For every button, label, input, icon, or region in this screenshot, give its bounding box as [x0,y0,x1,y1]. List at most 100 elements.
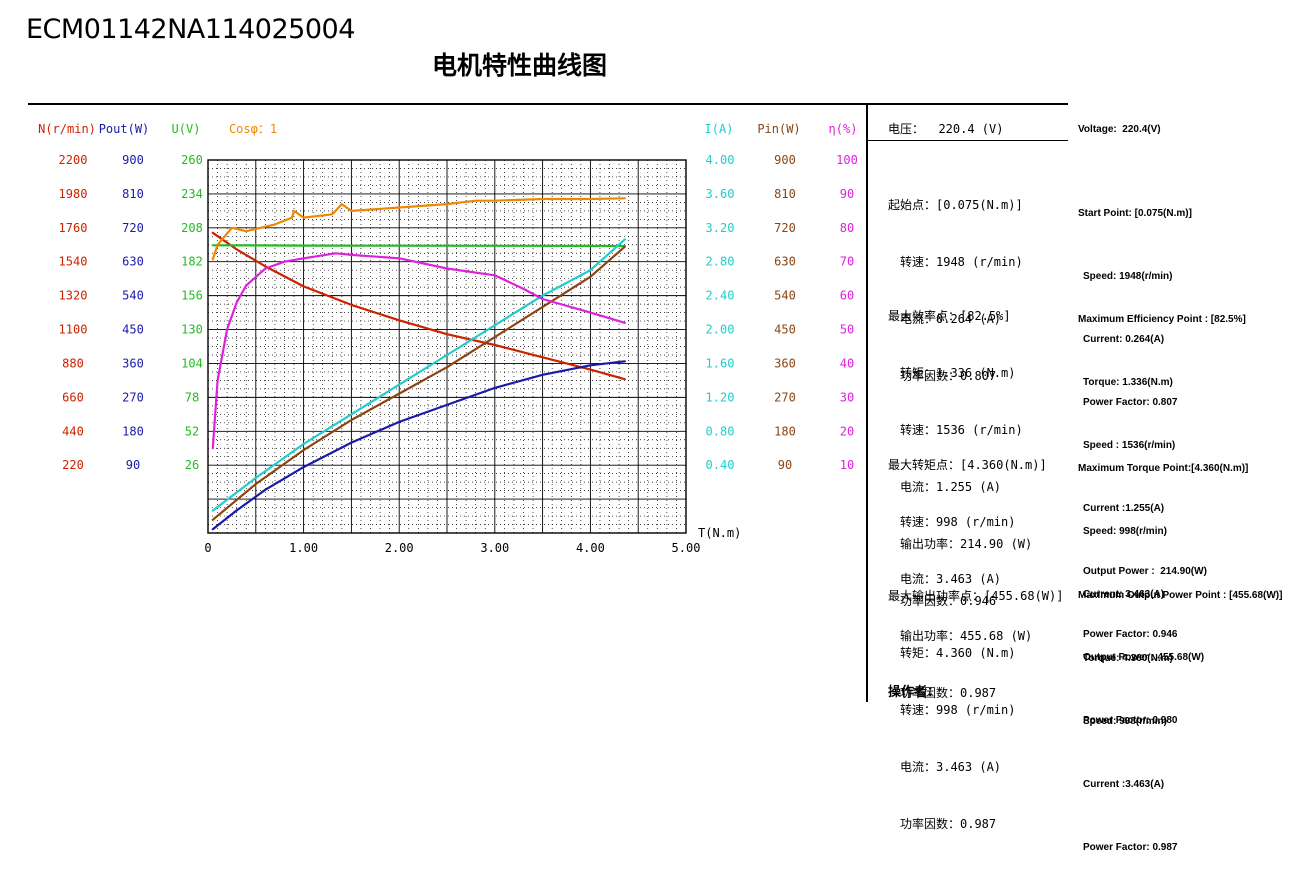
start-point-power-factor-en: Power Factor: 0.807 [1083,397,1178,408]
max-power-block-en: Maximum Output Power Point : [455.68(W)]… [1078,543,1282,879]
axis-label-voltage: U(V) [172,122,201,136]
tick-speed: 1540 [59,255,88,269]
axis-label-speed: N(r/min) [38,122,96,136]
model-number: ECM01142NA114025004 [26,14,355,45]
start-point-block-en: Start Point: [0.075(N.m)] Speed: 1948(r/… [1078,161,1192,434]
tick-voltage: 208 [181,221,203,235]
max-efficiency-heading: 最大效率点：[82.5%] [888,309,1011,323]
x-tick-label: 3.00 [480,541,509,555]
series-line-pout [211,360,626,531]
tick-pout: 810 [122,187,144,201]
max-power-speed-en: Speed: 998(r/min) [1083,716,1167,727]
tick-pout: 270 [122,390,144,404]
axis-label-pout: Pout(W) [99,122,150,136]
start-point-block-cn: 起始点：[0.075(N.m)] 转速：1948 (r/min) 电流：0.26… [888,158,1023,405]
tick-voltage: 52 [185,424,199,438]
tick-voltage: 78 [185,390,199,404]
tick-efficiency: 50 [840,323,854,337]
tick-voltage: 104 [181,356,203,370]
start-point-speed: 转速：1948 (r/min) [900,255,1023,269]
tick-speed: 2200 [59,153,88,167]
tick-efficiency: 40 [840,356,854,370]
max-power-power-factor: 功率因数：0.987 [900,817,997,831]
tick-speed: 220 [62,458,84,472]
axis-label-pin: Pin(W) [757,122,800,136]
tick-current: 0.40 [706,458,735,472]
tick-speed: 440 [62,424,84,438]
tick-pin: 450 [774,323,796,337]
series-line-speed [211,231,626,381]
tick-pout: 900 [122,153,144,167]
max-torque-block-en: Maximum Torque Point:[4.360(N.m)] Speed:… [1078,416,1248,752]
max-power-power-factor-en: Power Factor: 0.987 [1083,842,1178,853]
series-line-pin [211,245,626,521]
max-torque-block-cn: 最大转矩点：[4.360(N.m)] 转速：998 (r/min) 电流：3.4… [888,418,1047,722]
tick-voltage: 156 [181,289,203,303]
tick-efficiency: 100 [836,153,858,167]
series-line-cosphi [211,197,626,261]
tick-speed: 1760 [59,221,88,235]
tick-pin: 360 [774,356,796,370]
max-power-speed: 转速：998 (r/min) [900,703,1016,717]
max-efficiency-heading-en: Maximum Efficiency Point : [82.5%] [1078,314,1246,325]
tick-current: 0.80 [706,424,735,438]
tick-voltage: 260 [181,153,203,167]
tick-efficiency: 20 [840,424,854,438]
tick-current: 1.60 [706,356,735,370]
series-line-efficiency [211,252,626,450]
tick-current: 3.60 [706,187,735,201]
tick-current: 1.20 [706,390,735,404]
tick-pin: 90 [778,458,792,472]
tick-pout: 360 [122,356,144,370]
tick-pin: 270 [774,390,796,404]
max-power-torque-en: Torque: 4.360(N.m) [1083,653,1173,664]
tick-voltage: 130 [181,323,203,337]
tick-voltage: 26 [185,458,199,472]
tick-current: 4.00 [706,153,735,167]
start-point-power-factor: 功率因数：0.807 [900,369,997,383]
max-power-block-cn: 最大输出功率点：[455.68(W)] 转矩：4.360 (N.m) 转速：99… [888,549,1063,853]
max-efficiency-output-power-en: Output Power : 214.90(W) [1083,566,1207,577]
max-torque-heading: 最大转矩点：[4.360(N.m)] [888,458,1047,472]
max-torque-current-en: Current: 3.463(A) [1083,589,1165,600]
top-divider [28,103,1068,105]
tick-voltage: 234 [181,187,203,201]
tick-efficiency: 30 [840,390,854,404]
tick-efficiency: 80 [840,221,854,235]
tick-pin: 720 [774,221,796,235]
tick-current: 2.40 [706,289,735,303]
tick-efficiency: 70 [840,255,854,269]
max-torque-output-power: 输出功率：455.68 (W) [900,629,1033,643]
tick-current: 2.80 [706,255,735,269]
vertical-divider [866,104,868,702]
max-efficiency-current-en: Current :1.255(A) [1083,503,1165,514]
max-efficiency-power-factor-en: Power Factor: 0.946 [1083,629,1178,640]
series-line-current [211,238,626,512]
x-tick-label: 2.00 [385,541,414,555]
start-point-speed-en: Speed: 1948(r/min) [1083,271,1173,282]
max-efficiency-torque: 转矩：1.336 (N.m) [900,366,1016,380]
x-tick-label: 0 [204,541,211,555]
tick-pout: 450 [122,323,144,337]
tick-voltage: 182 [181,255,203,269]
max-power-current: 电流：3.463 (A) [900,760,1002,774]
max-torque-heading-en: Maximum Torque Point:[4.360(N.m)] [1078,463,1249,474]
tick-pin: 540 [774,289,796,303]
tick-pin: 630 [774,255,796,269]
chart-grid [207,159,687,534]
tick-current: 3.20 [706,221,735,235]
chart-axes: 0 1.00 2.00 3.00 4.00 5.00T(N.m) N(r/min) 2200 1… [38,122,858,555]
tick-efficiency: 10 [840,458,854,472]
max-efficiency-torque-en: Torque: 1.336(N.m) [1083,377,1173,388]
operator-label: 操作者： [888,685,941,700]
axis-label-efficiency: η(%) [829,122,858,136]
max-torque-speed: 转速：998 (r/min) [900,515,1016,529]
page-title: 电机特性曲线图 [432,51,608,80]
tick-pout: 180 [122,424,144,438]
max-torque-power-factor-en: Power Factor: 0.980 [1083,715,1178,726]
max-efficiency-output-power: 输出功率：214.90 (W) [900,537,1033,551]
max-torque-speed-en: Speed: 998(r/min) [1083,526,1167,537]
tick-speed: 1980 [59,187,88,201]
start-point-current-en: Current: 0.264(A) [1083,334,1165,345]
tick-pin: 180 [774,424,796,438]
